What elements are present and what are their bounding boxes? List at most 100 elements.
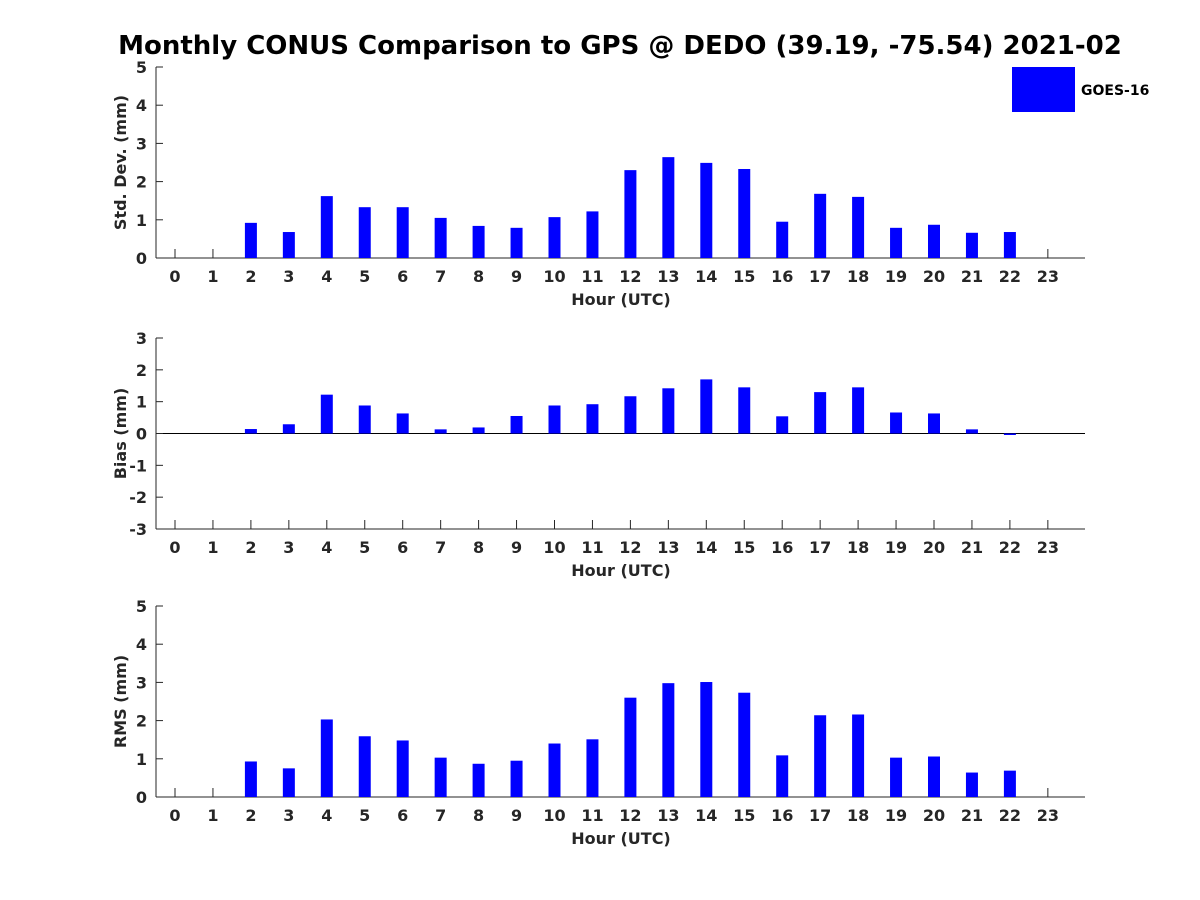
x-tick-label: 20 [923, 538, 945, 557]
bar-hour-2 [244, 222, 257, 258]
x-tick-label: 15 [733, 538, 755, 557]
x-tick-label: 0 [169, 538, 180, 557]
bar-hour-22 [1003, 770, 1016, 797]
bar-hour-18 [852, 196, 865, 258]
x-tick-label: 17 [809, 267, 831, 286]
bar-hour-12 [624, 697, 637, 797]
bar-hour-17 [814, 715, 827, 797]
bar-hour-3 [282, 424, 295, 434]
bar-hour-2 [244, 761, 257, 797]
bar-hour-21 [965, 429, 978, 434]
y-tick-label: 2 [136, 361, 147, 380]
bar-hour-9 [510, 415, 523, 434]
bar-hour-16 [776, 416, 789, 434]
x-tick-label: 16 [771, 538, 793, 557]
x-tick-label: 16 [771, 806, 793, 825]
x-tick-label: 15 [733, 267, 755, 286]
x-tick-label: 8 [473, 806, 484, 825]
x-tick-label: 12 [619, 806, 641, 825]
bar-hour-19 [890, 227, 903, 258]
x-tick-label: 17 [809, 806, 831, 825]
x-tick-label: 5 [359, 267, 370, 286]
y-tick-label: 0 [136, 788, 147, 807]
x-axis-label: Hour (UTC) [571, 290, 671, 309]
y-tick-label: -1 [129, 456, 147, 475]
bar-hour-3 [282, 768, 295, 797]
x-tick-label: 2 [245, 806, 256, 825]
x-tick-label: 0 [169, 806, 180, 825]
x-tick-label: 19 [885, 267, 907, 286]
x-tick-label: 6 [397, 806, 408, 825]
chart-title: Monthly CONUS Comparison to GPS @ DEDO (… [118, 31, 1122, 61]
legend: GOES-16 [1012, 67, 1149, 112]
y-tick-label: 2 [136, 712, 147, 731]
bar-hour-7 [434, 217, 447, 258]
bar-hour-5 [358, 207, 371, 258]
bar-hour-16 [776, 221, 789, 258]
y-tick-label: 2 [136, 173, 147, 192]
bar-hour-14 [700, 379, 713, 434]
x-tick-label: 14 [695, 267, 717, 286]
x-tick-label: 3 [283, 267, 294, 286]
x-tick-label: 14 [695, 806, 717, 825]
bar-hour-6 [396, 413, 409, 434]
bar-hour-3 [282, 232, 295, 258]
y-axis-label: Bias (mm) [111, 388, 130, 480]
bar-hour-14 [700, 162, 713, 258]
x-tick-label: 1 [207, 806, 218, 825]
bar-hour-20 [928, 413, 940, 434]
bar-hour-16 [776, 755, 789, 797]
bar-hour-4 [320, 196, 333, 258]
bar-hour-22 [1003, 433, 1016, 435]
x-tick-label: 2 [245, 267, 256, 286]
x-tick-label: 22 [999, 538, 1021, 557]
bar-hour-4 [320, 394, 333, 434]
bar-hour-8 [472, 225, 485, 258]
bar-hour-14 [700, 682, 713, 797]
x-tick-label: 18 [847, 538, 869, 557]
x-tick-label: 8 [473, 267, 484, 286]
x-tick-label: 2 [245, 538, 256, 557]
bar-hour-17 [814, 392, 827, 434]
y-tick-label: 4 [136, 96, 147, 115]
bar-hour-9 [510, 760, 523, 797]
x-tick-label: 4 [321, 806, 332, 825]
y-tick-label: 0 [136, 425, 147, 444]
bar-hour-21 [965, 232, 978, 258]
x-tick-label: 5 [359, 806, 370, 825]
y-tick-label: 3 [136, 134, 147, 153]
x-tick-label: 11 [581, 538, 603, 557]
x-tick-label: 3 [283, 806, 294, 825]
bar-hour-6 [396, 740, 409, 797]
y-tick-label: -2 [129, 488, 147, 507]
x-tick-label: 4 [321, 267, 332, 286]
bar-hour-8 [472, 427, 485, 434]
bar-hour-4 [320, 719, 333, 797]
x-tick-label: 7 [435, 806, 446, 825]
y-tick-label: 3 [136, 673, 147, 692]
bar-hour-10 [548, 217, 561, 258]
bar-hour-11 [586, 404, 599, 434]
bar-hour-9 [510, 227, 523, 258]
x-tick-label: 23 [1037, 267, 1059, 286]
y-tick-label: 4 [136, 635, 147, 654]
x-tick-label: 3 [283, 538, 294, 557]
bar-hour-10 [548, 405, 561, 434]
bar-hour-13 [662, 157, 675, 258]
bar-hour-10 [548, 743, 561, 797]
x-tick-label: 13 [657, 538, 679, 557]
x-tick-label: 7 [435, 267, 446, 286]
bar-hour-6 [396, 207, 409, 258]
bar-hour-15 [738, 168, 751, 258]
x-tick-label: 12 [619, 267, 641, 286]
y-tick-label: 0 [136, 249, 147, 268]
y-axis-label: Std. Dev. (mm) [111, 95, 130, 230]
x-tick-label: 18 [847, 267, 869, 286]
x-tick-label: 20 [923, 806, 945, 825]
x-tick-label: 21 [961, 806, 983, 825]
x-tick-label: 19 [885, 806, 907, 825]
x-tick-label: 21 [961, 267, 983, 286]
